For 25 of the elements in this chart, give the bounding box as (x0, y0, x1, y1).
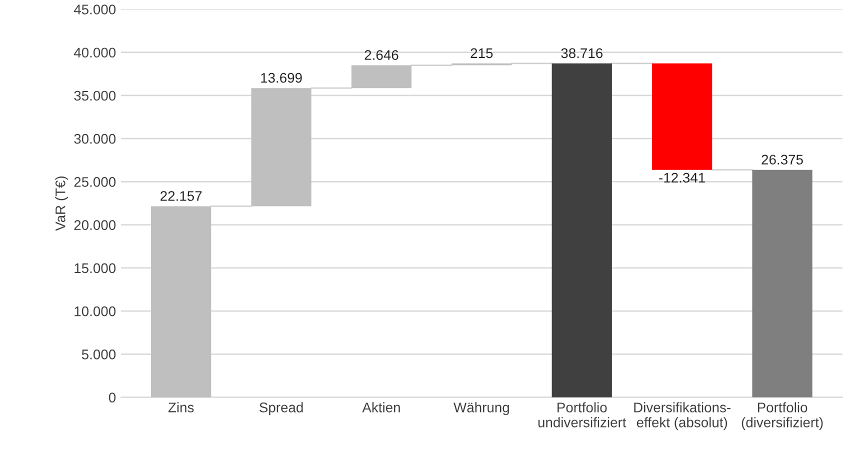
data-label: 26.375 (762, 154, 803, 165)
y-tick-label: 15.000 (74, 263, 116, 274)
x-tick-label: Portfolio undiversifiziert (538, 402, 626, 428)
data-label: 215 (470, 48, 493, 58)
x-tick-label: Aktien (362, 402, 400, 412)
x-tick-label: Spread (260, 402, 303, 416)
y-tick-label: 5.000 (82, 350, 116, 360)
y-tick-label: 0 (108, 392, 116, 402)
x-tick-label: Währung (454, 402, 509, 416)
y-tick-label: 35.000 (74, 90, 116, 101)
y-tick-label: 40.000 (74, 48, 116, 58)
x-tick-label: Portfolio (diversifiziert) (742, 402, 823, 430)
y-tick-label: 45.000 (74, 4, 116, 14)
y-tick-label: 20.000 (74, 220, 116, 230)
data-label: 13.699 (261, 72, 302, 83)
data-label: 22.157 (160, 191, 202, 201)
y-tick-label: 10.000 (74, 306, 116, 316)
data-label: 2.646 (364, 50, 398, 60)
y-tick-label: 30.000 (74, 134, 116, 144)
y-tick-label: 25.000 (74, 177, 116, 187)
data-label: -12.341 (659, 172, 705, 183)
x-tick-label: Zins (168, 402, 194, 412)
data-label: 38.716 (561, 48, 603, 58)
y-axis-title: VaR (T€) (55, 176, 68, 231)
x-tick-label: Diversifikations- effekt (absolut) (634, 402, 730, 430)
